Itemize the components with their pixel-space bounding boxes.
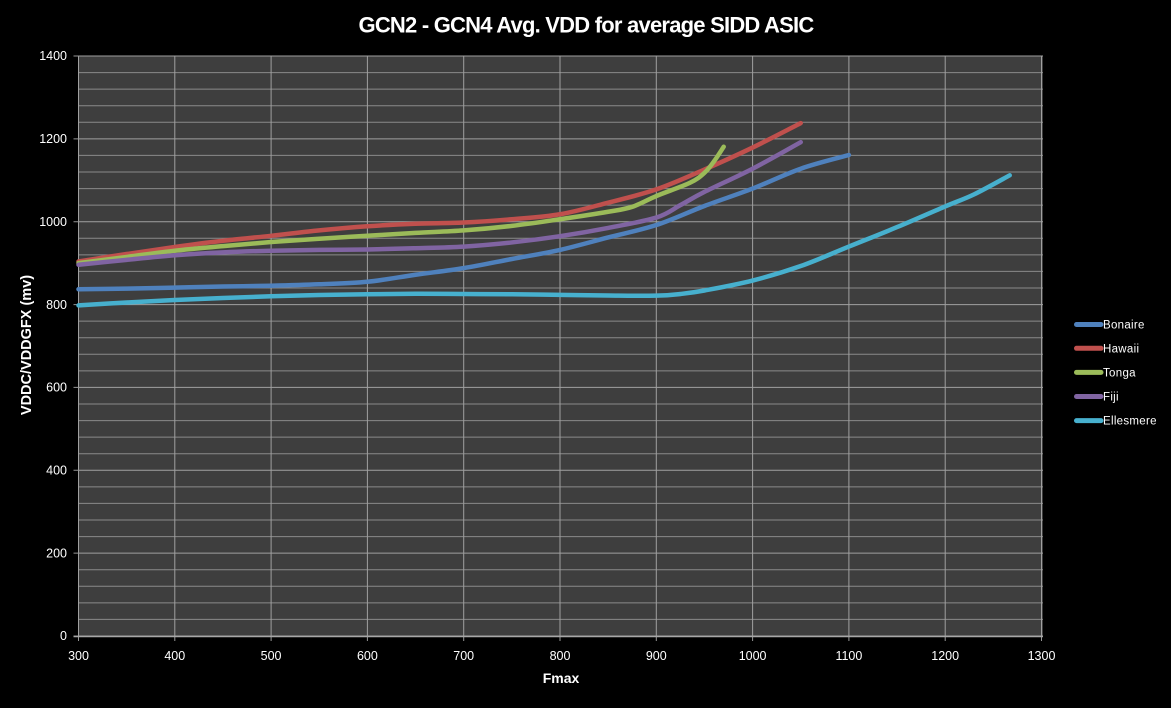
svg-text:Fmax: Fmax xyxy=(543,670,580,686)
svg-text:0: 0 xyxy=(60,629,67,643)
svg-text:1000: 1000 xyxy=(39,215,67,229)
svg-text:800: 800 xyxy=(550,649,571,663)
svg-text:Tonga: Tonga xyxy=(1103,367,1136,379)
svg-text:Bonaire: Bonaire xyxy=(1103,320,1145,332)
svg-text:400: 400 xyxy=(46,464,67,478)
svg-text:800: 800 xyxy=(46,298,67,312)
svg-text:GCN2 - GCN4 Avg. VDD for avera: GCN2 - GCN4 Avg. VDD for average SIDD AS… xyxy=(358,13,814,38)
svg-text:1400: 1400 xyxy=(39,49,67,63)
svg-text:1200: 1200 xyxy=(39,132,67,146)
svg-text:400: 400 xyxy=(164,649,185,663)
svg-text:1200: 1200 xyxy=(931,649,959,663)
svg-text:700: 700 xyxy=(453,649,474,663)
svg-text:1000: 1000 xyxy=(739,649,767,663)
svg-text:VDDC/VDDGFX (mv): VDDC/VDDGFX (mv) xyxy=(19,275,35,415)
svg-text:200: 200 xyxy=(46,546,67,560)
svg-text:300: 300 xyxy=(68,649,89,663)
svg-text:500: 500 xyxy=(261,649,282,663)
svg-text:1300: 1300 xyxy=(1028,649,1056,663)
svg-text:Ellesmere: Ellesmere xyxy=(1103,416,1157,428)
svg-text:Fiji: Fiji xyxy=(1103,392,1119,404)
svg-text:1100: 1100 xyxy=(835,649,862,663)
svg-text:600: 600 xyxy=(357,649,378,663)
svg-text:600: 600 xyxy=(46,381,67,395)
svg-text:Hawaii: Hawaii xyxy=(1103,343,1139,355)
svg-text:900: 900 xyxy=(646,649,667,663)
